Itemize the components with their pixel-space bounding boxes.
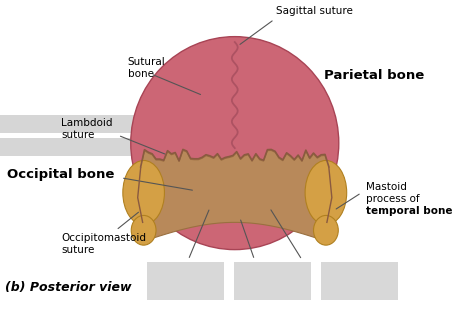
Ellipse shape xyxy=(131,216,156,245)
Text: Sutural
bone: Sutural bone xyxy=(128,57,165,79)
Ellipse shape xyxy=(131,37,339,250)
Ellipse shape xyxy=(123,160,164,225)
Bar xyxy=(0,138,146,156)
Bar xyxy=(0,115,146,133)
Ellipse shape xyxy=(305,160,346,225)
Ellipse shape xyxy=(313,216,338,245)
Text: Sagittal suture: Sagittal suture xyxy=(276,6,353,16)
FancyBboxPatch shape xyxy=(146,262,224,299)
FancyBboxPatch shape xyxy=(321,262,398,299)
FancyBboxPatch shape xyxy=(234,262,311,299)
Text: Occipital bone: Occipital bone xyxy=(7,168,114,181)
Text: Parietal bone: Parietal bone xyxy=(324,69,424,82)
Text: Occipitomastoid
suture: Occipitomastoid suture xyxy=(62,233,146,255)
Text: (b) Posterior view: (b) Posterior view xyxy=(5,281,131,294)
Text: Lambdoid
suture: Lambdoid suture xyxy=(62,118,113,140)
Text: temporal bone: temporal bone xyxy=(365,207,452,216)
Text: process of: process of xyxy=(365,193,419,204)
Polygon shape xyxy=(141,151,329,242)
Text: Mastoid: Mastoid xyxy=(365,182,406,192)
